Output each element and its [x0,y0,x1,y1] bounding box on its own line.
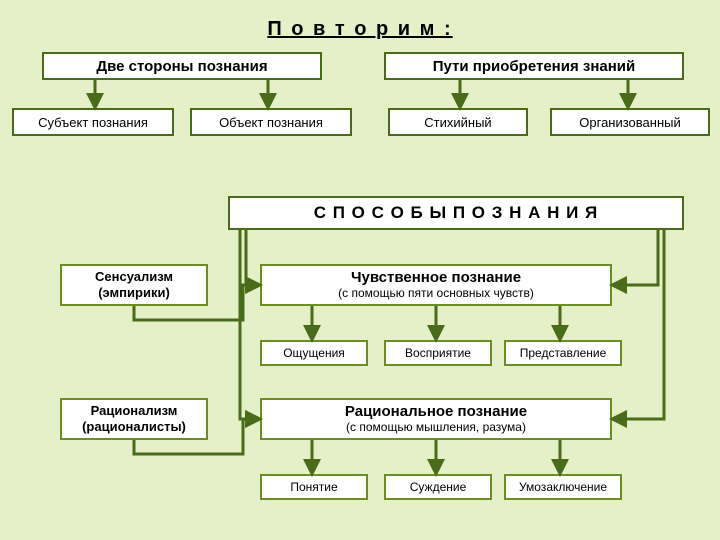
rational-cognition-box: Рациональное познание(с помощью мышления… [260,398,612,440]
cognition-title: Чувственное познание [351,269,521,286]
methods-header: С П О С О Б Ы П О З Н А Н И Я [228,196,684,230]
row2-child-1: Понятие [260,474,368,500]
object-box: Объект познания [190,108,352,136]
row1-child-3: Представление [504,340,622,366]
cognition-subtitle: (с помощью пяти основных чувств) [338,287,534,301]
organized-box: Организованный [550,108,710,136]
two-sides-header: Две стороны познания [42,52,322,80]
sensualism-box: Сенсуализм (эмпирики) [60,264,208,306]
row2-child-2: Суждение [384,474,492,500]
cognition-title: Рациональное познание [345,403,527,420]
rationalism-box: Рационализм (рационалисты) [60,398,208,440]
row1-child-1: Ощущения [260,340,368,366]
spontaneous-box: Стихийный [388,108,528,136]
cognition-subtitle: (с помощью мышления, разума) [346,421,526,435]
row2-child-3: Умозаключение [504,474,622,500]
row1-child-2: Восприятие [384,340,492,366]
sensory-cognition-box: Чувственное познание(с помощью пяти осно… [260,264,612,306]
ways-header: Пути приобретения знаний [384,52,684,80]
main-title: П о в т о р и м : [0,18,720,41]
subject-box: Субъект познания [12,108,174,136]
